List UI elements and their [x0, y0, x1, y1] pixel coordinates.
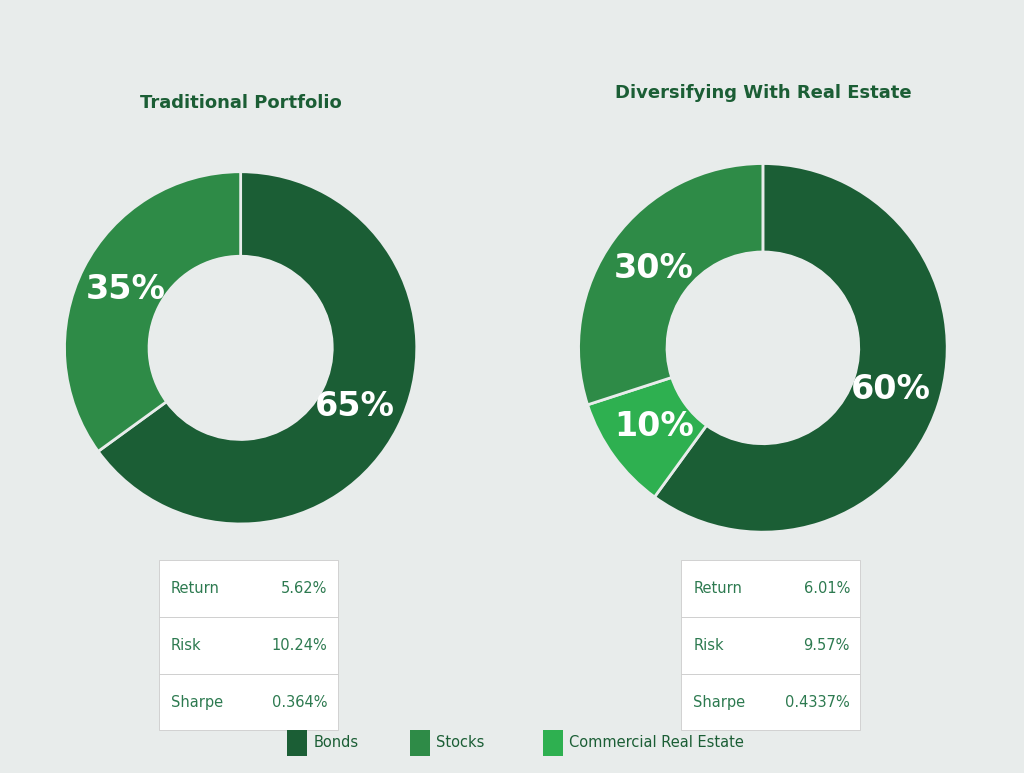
Text: 9.57%: 9.57% [804, 638, 850, 653]
Text: Risk: Risk [171, 638, 202, 653]
Text: 35%: 35% [86, 273, 166, 306]
Text: Bonds: Bonds [313, 735, 358, 751]
Wedge shape [98, 172, 417, 524]
Title: Traditional Portfolio: Traditional Portfolio [139, 94, 342, 112]
Wedge shape [588, 377, 707, 497]
Text: Risk: Risk [693, 638, 724, 653]
Text: Return: Return [171, 581, 220, 596]
Text: 0.4337%: 0.4337% [785, 695, 850, 710]
Text: 5.62%: 5.62% [282, 581, 328, 596]
Text: 0.364%: 0.364% [272, 695, 328, 710]
Text: 60%: 60% [851, 373, 931, 406]
Text: 6.01%: 6.01% [804, 581, 850, 596]
Text: Return: Return [693, 581, 742, 596]
Text: Sharpe: Sharpe [171, 695, 223, 710]
Wedge shape [65, 172, 241, 451]
Text: Commercial Real Estate: Commercial Real Estate [569, 735, 744, 751]
Circle shape [667, 252, 859, 444]
Text: Stocks: Stocks [436, 735, 484, 751]
Wedge shape [654, 164, 947, 532]
Text: 10.24%: 10.24% [272, 638, 328, 653]
Wedge shape [579, 164, 763, 405]
Text: Sharpe: Sharpe [693, 695, 745, 710]
Text: 10%: 10% [614, 410, 694, 444]
Text: 30%: 30% [614, 252, 694, 285]
Circle shape [150, 257, 332, 439]
Title: Diversifying With Real Estate: Diversifying With Real Estate [614, 84, 911, 102]
Text: 65%: 65% [315, 390, 395, 423]
